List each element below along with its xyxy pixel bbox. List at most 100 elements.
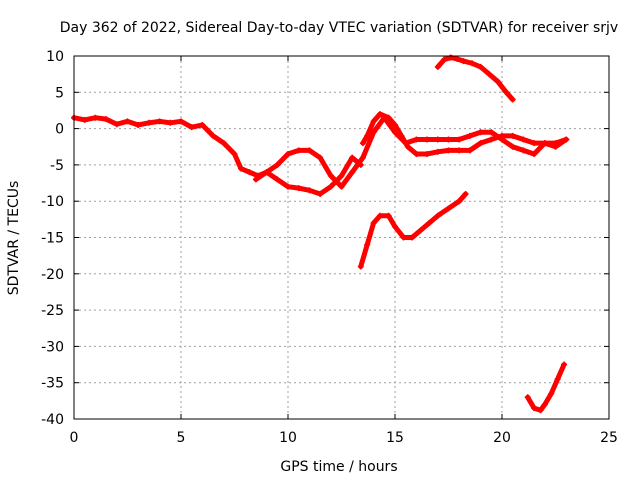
data-point	[486, 71, 493, 78]
data-point	[398, 132, 405, 139]
data-point	[466, 132, 473, 139]
data-point	[554, 376, 561, 383]
series-track-c	[359, 111, 570, 158]
data-point	[460, 58, 467, 65]
data-point	[359, 140, 366, 147]
data-point	[237, 165, 244, 172]
data-point	[392, 121, 398, 128]
y-tick-label: 10	[46, 49, 64, 65]
data-point	[531, 140, 538, 147]
data-point	[178, 118, 184, 125]
data-point	[295, 147, 302, 154]
data-point	[424, 151, 431, 158]
data-point	[210, 132, 217, 139]
y-tick-label: -10	[41, 194, 64, 210]
x-tick-label: 0	[70, 430, 79, 446]
y-tick-label: -40	[41, 412, 64, 428]
data-point	[92, 114, 99, 121]
data-point	[488, 136, 495, 143]
series-band	[525, 362, 567, 413]
data-point	[477, 140, 484, 147]
data-point	[385, 212, 392, 219]
y-tick-label: -15	[41, 231, 64, 247]
data-point	[434, 136, 441, 143]
data-point	[317, 190, 324, 197]
data-point	[409, 234, 416, 241]
data-point	[537, 407, 544, 414]
data-point	[349, 169, 356, 176]
data-point	[377, 212, 384, 219]
data-point	[424, 136, 431, 143]
data-point	[359, 154, 366, 161]
data-point	[445, 136, 452, 143]
data-point	[124, 118, 131, 125]
data-point	[434, 212, 441, 219]
x-tick-label: 15	[386, 430, 404, 446]
data-point	[81, 116, 88, 123]
data-point	[552, 143, 559, 150]
y-tick-label: -30	[41, 339, 64, 355]
series-track-a	[71, 114, 364, 197]
data-point	[263, 169, 270, 176]
data-point	[338, 172, 345, 179]
data-point	[499, 132, 505, 139]
data-point	[357, 263, 364, 270]
data-point	[327, 183, 334, 190]
data-point	[400, 234, 407, 241]
data-point	[285, 183, 291, 190]
data-point	[167, 119, 174, 126]
data-point	[503, 89, 510, 96]
data-point	[417, 227, 424, 234]
y-tick-label: 0	[55, 122, 64, 138]
data-point	[445, 205, 452, 212]
chart-title: Day 362 of 2022, Sidereal Day-to-day VTE…	[60, 20, 618, 36]
data-point	[338, 183, 345, 190]
data-point	[385, 114, 392, 121]
data-point	[370, 219, 377, 226]
data-point	[462, 190, 469, 197]
x-axis-label: GPS time / hours	[280, 459, 397, 475]
data-point	[509, 132, 516, 139]
y-tick-label: 5	[55, 85, 64, 101]
y-tick-label: -25	[41, 303, 64, 319]
data-point	[246, 169, 253, 176]
x-tick-label: 5	[177, 430, 186, 446]
data-point	[477, 129, 484, 136]
data-point	[456, 147, 463, 154]
x-tick-label: 20	[493, 430, 511, 446]
data-point	[252, 176, 259, 183]
data-point	[295, 185, 302, 192]
data-point	[561, 361, 568, 368]
x-tick-label: 25	[600, 430, 618, 446]
data-point	[364, 241, 371, 248]
data-point	[349, 154, 356, 161]
data-point	[434, 148, 441, 155]
data-point	[477, 63, 484, 70]
data-point	[317, 154, 324, 161]
data-point	[156, 118, 163, 125]
grid-lines	[74, 56, 609, 419]
data-series	[71, 54, 570, 414]
data-point	[434, 63, 441, 70]
data-point	[548, 390, 555, 397]
data-point	[541, 140, 548, 147]
series-band	[358, 191, 469, 270]
data-point	[231, 151, 238, 158]
series-track-b	[252, 114, 570, 190]
data-point	[145, 119, 152, 126]
data-point	[188, 124, 195, 131]
data-point	[426, 219, 433, 226]
series-band	[435, 54, 516, 103]
data-point	[454, 55, 461, 62]
data-point	[531, 405, 538, 412]
data-point	[488, 129, 495, 136]
plot-frame	[73, 55, 610, 420]
data-point	[327, 172, 334, 179]
data-point	[113, 121, 120, 128]
data-point	[404, 143, 411, 150]
y-tick-label: -5	[50, 158, 64, 174]
series-track-e	[434, 54, 516, 103]
data-point	[306, 187, 313, 194]
series-track-d	[357, 190, 469, 270]
data-point	[445, 147, 452, 154]
